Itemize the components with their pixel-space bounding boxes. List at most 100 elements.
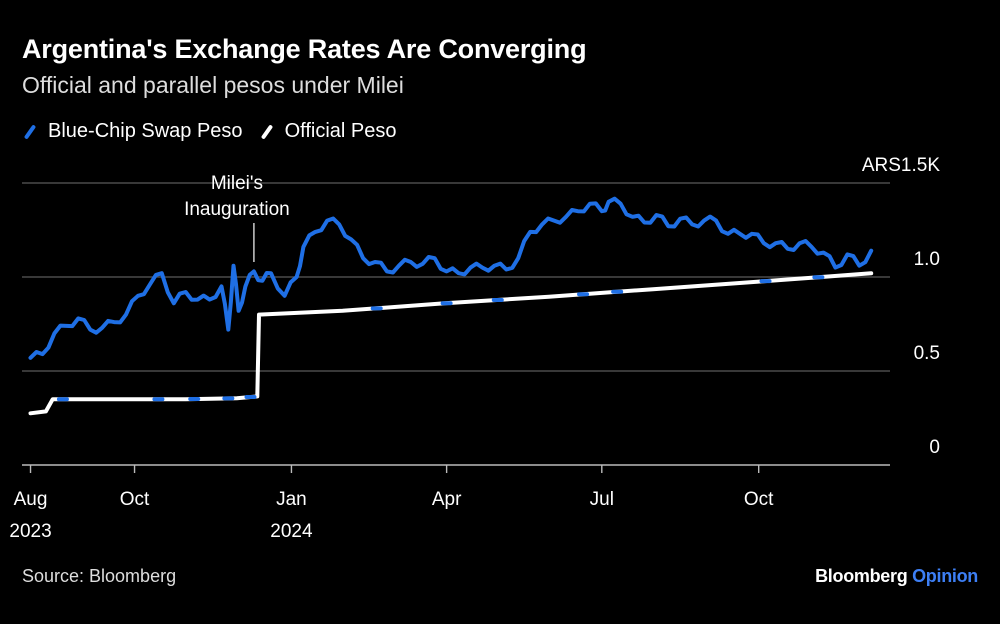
data-point-blue-chip (373, 260, 377, 264)
data-point-official (547, 295, 551, 298)
data-point-blue-chip (810, 245, 813, 249)
data-point-blue-chip (481, 266, 484, 269)
data-point-blue-chip (445, 270, 448, 273)
data-point-blue-chip (858, 264, 861, 267)
y-tick-label: 0.5 (914, 343, 940, 364)
data-point-blue-chip (588, 202, 592, 205)
legend-item-blue-chip: Blue-Chip Swap Peso (22, 120, 243, 143)
source-note: Source: Bloomberg (22, 566, 177, 586)
y-tick-label: 1.0 (914, 249, 940, 270)
data-point-blue-chip (667, 225, 670, 228)
chart-subtitle: Official and parallel pesos under Milei (22, 72, 404, 98)
data-point-blue-chip (600, 210, 604, 213)
data-point-blue-chip (148, 283, 152, 286)
data-point-blue-chip (493, 264, 496, 267)
data-point-blue-chip (469, 266, 472, 269)
data-point-blue-chip (397, 264, 401, 267)
data-point-blue-chip (409, 260, 413, 264)
data-point-blue-chip (679, 217, 682, 220)
data-point-blue-chip (172, 302, 175, 305)
data-point-blue-chip (349, 238, 353, 241)
data-point-blue-chip (846, 253, 849, 256)
data-point-blue-chip (302, 245, 305, 249)
data-point-blue-chip (834, 266, 837, 269)
data-point-blue-chip (750, 232, 754, 235)
data-point-blue-chip (112, 320, 116, 324)
data-point-blue-chip (136, 294, 140, 297)
x-tick-label: 2024 (270, 521, 313, 542)
data-point-official (51, 398, 54, 401)
data-point-blue-chip (65, 324, 68, 328)
data-point-blue-chip (252, 270, 256, 273)
data-point-blue-chip (283, 294, 286, 297)
brand-name: Bloomberg (815, 566, 908, 586)
data-point-blue-chip (314, 230, 317, 234)
series-line-blue-chip (28, 196, 874, 360)
x-tick-label: Aug (14, 489, 48, 510)
y-tick-label: 0 (929, 437, 940, 458)
y-tick-label: ARS1.5K (862, 155, 940, 176)
data-point-blue-chip (726, 232, 730, 235)
data-point-blue-chip (762, 241, 766, 245)
data-point-blue-chip (124, 313, 128, 316)
data-point-blue-chip (385, 270, 389, 273)
data-point-blue-chip (361, 257, 365, 260)
data-point-blue-chip (870, 249, 873, 252)
data-point-blue-chip (29, 356, 32, 360)
data-point-blue-chip (528, 230, 532, 234)
data-point-official (341, 309, 344, 313)
legend-label-official: Official Peso (284, 120, 397, 142)
series-line-official (28, 271, 874, 416)
data-point-blue-chip (244, 285, 247, 288)
legend-item-official: Official Peso (259, 120, 397, 143)
data-point-blue-chip (822, 251, 825, 254)
data-point-official (257, 313, 261, 316)
data-point-official (44, 410, 48, 413)
data-point-blue-chip (786, 247, 789, 250)
data-point-blue-chip (295, 275, 298, 279)
data-point-blue-chip (690, 223, 694, 226)
data-point-official (870, 272, 873, 275)
data-point-blue-chip (89, 328, 92, 331)
data-point-blue-chip (564, 215, 568, 219)
x-tick-label: Oct (120, 489, 150, 510)
data-point-official (80, 398, 83, 401)
data-point-blue-chip (41, 352, 44, 356)
x-tick-label: Apr (432, 489, 462, 510)
data-point-blue-chip (421, 262, 424, 266)
data-point-official (651, 288, 655, 291)
data-point-blue-chip (433, 257, 436, 260)
data-point-blue-chip (160, 272, 164, 275)
data-point-official (755, 280, 759, 283)
data-point-blue-chip (607, 200, 610, 203)
annotation-label: Milei's (211, 173, 263, 194)
data-point-blue-chip (53, 332, 56, 335)
data-point-blue-chip (798, 241, 801, 245)
data-point-official (184, 398, 187, 401)
data-point-blue-chip (619, 202, 622, 205)
data-point-blue-chip (232, 264, 235, 267)
data-point-blue-chip (517, 257, 520, 260)
data-point-blue-chip (184, 290, 187, 294)
data-point-blue-chip (714, 219, 718, 222)
data-point-blue-chip (196, 298, 199, 301)
legend-label-blue-chip: Blue-Chip Swap Peso (48, 120, 243, 142)
data-point-official (808, 276, 812, 280)
brand-logo: Bloomberg Opinion (815, 566, 978, 587)
chart-title: Argentina's Exchange Rates Are Convergin… (22, 34, 587, 64)
data-point-blue-chip (457, 272, 460, 275)
chart-legend: Blue-Chip Swap Peso Official Peso (22, 120, 412, 143)
data-point-blue-chip (655, 213, 658, 217)
data-point-official (256, 395, 259, 398)
data-point-blue-chip (552, 219, 556, 222)
x-tick-label: Oct (744, 489, 774, 510)
data-point-official (235, 397, 239, 400)
data-point-official (29, 412, 32, 415)
data-point-blue-chip (337, 223, 341, 226)
data-point-blue-chip (631, 215, 634, 219)
data-point-blue-chip (738, 232, 742, 235)
x-tick-label: 2023 (9, 521, 51, 542)
data-point-blue-chip (227, 328, 230, 331)
brand-suffix: Opinion (912, 566, 978, 586)
